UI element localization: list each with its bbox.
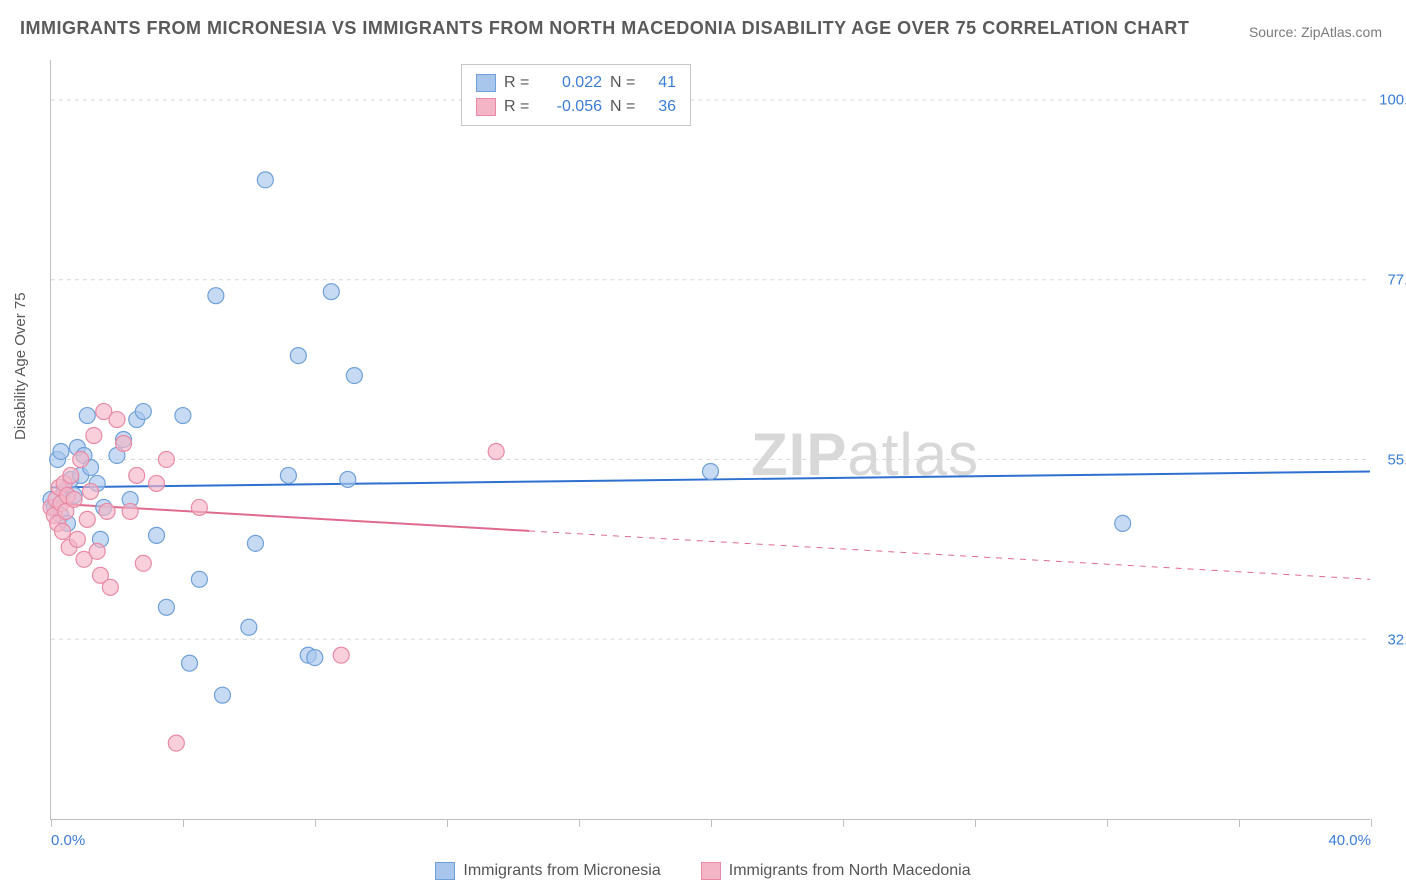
chart-title: IMMIGRANTS FROM MICRONESIA VS IMMIGRANTS… [20,18,1189,39]
scatter-point [290,348,306,364]
scatter-point [129,467,145,483]
x-tick-label: 40.0% [1328,832,1371,849]
scatter-point [86,428,102,444]
scatter-point [116,436,132,452]
x-tick [1371,819,1372,827]
scatter-point [102,579,118,595]
scatter-point [1115,515,1131,531]
scatter-point [247,535,263,551]
scatter-point [63,467,79,483]
scatter-point [340,471,356,487]
scatter-point [79,511,95,527]
scatter-point [182,655,198,671]
scatter-point [191,499,207,515]
scatter-point [168,735,184,751]
scatter-point [73,451,89,467]
r-value-a: 0.022 [540,74,602,92]
x-tick [51,819,52,827]
r-label: R = [504,98,532,116]
x-tick-label: 0.0% [51,832,85,849]
scatter-point [79,408,95,424]
x-tick [183,819,184,827]
n-value-b: 36 [646,98,676,116]
scatter-point [214,687,230,703]
swatch-series-b [476,98,496,116]
y-axis-label: Disability Age Over 75 [12,292,29,440]
scatter-point [122,503,138,519]
r-label: R = [504,74,532,92]
x-tick [579,819,580,827]
scatter-point [149,527,165,543]
scatter-point [83,483,99,499]
x-tick [711,819,712,827]
legend-item-series-b: Immigrants from North Macedonia [701,862,971,880]
scatter-point [66,491,82,507]
scatter-point [99,503,115,519]
legend-row-series-a: R = 0.022 N = 41 [476,71,676,95]
r-value-b: -0.056 [540,98,602,116]
scatter-point [280,467,296,483]
scatter-point [135,404,151,420]
scatter-point [208,288,224,304]
scatter-point [69,531,85,547]
scatter-point [109,412,125,428]
swatch-series-a [476,74,496,92]
n-label: N = [610,98,638,116]
scatter-point [158,451,174,467]
scatter-point [488,443,504,459]
legend-item-series-a: Immigrants from Micronesia [435,862,660,880]
scatter-point [175,408,191,424]
scatter-point [149,475,165,491]
plot-area: ZIPatlas R = 0.022 N = 41 R = -0.056 N =… [50,60,1370,820]
swatch-series-a [435,862,455,880]
x-tick [975,819,976,827]
scatter-point [307,650,323,666]
trend-line-extrapolated [529,531,1370,579]
y-tick-label: 100.0% [1375,92,1406,109]
scatter-point [55,523,71,539]
scatter-point [191,571,207,587]
scatter-point [333,647,349,663]
n-value-a: 41 [646,74,676,92]
x-tick [1107,819,1108,827]
source-attribution: Source: ZipAtlas.com [1249,24,1382,40]
scatter-point [89,543,105,559]
legend-label-b: Immigrants from North Macedonia [729,862,971,880]
x-tick [843,819,844,827]
legend-row-series-b: R = -0.056 N = 36 [476,95,676,119]
scatter-point [703,463,719,479]
scatter-point [158,599,174,615]
scatter-point [323,284,339,300]
scatter-point [241,619,257,635]
chart-svg [51,60,1370,819]
x-tick [315,819,316,827]
y-tick-label: 77.5% [1375,272,1406,289]
series-legend: Immigrants from Micronesia Immigrants fr… [0,862,1406,880]
x-tick [447,819,448,827]
n-label: N = [610,74,638,92]
scatter-point [346,368,362,384]
scatter-point [135,555,151,571]
y-tick-label: 55.0% [1375,452,1406,469]
y-tick-label: 32.5% [1375,632,1406,649]
legend-label-a: Immigrants from Micronesia [463,862,660,880]
correlation-legend: R = 0.022 N = 41 R = -0.056 N = 36 [461,64,691,126]
scatter-point [257,172,273,188]
x-tick [1239,819,1240,827]
scatter-point [53,443,69,459]
swatch-series-b [701,862,721,880]
